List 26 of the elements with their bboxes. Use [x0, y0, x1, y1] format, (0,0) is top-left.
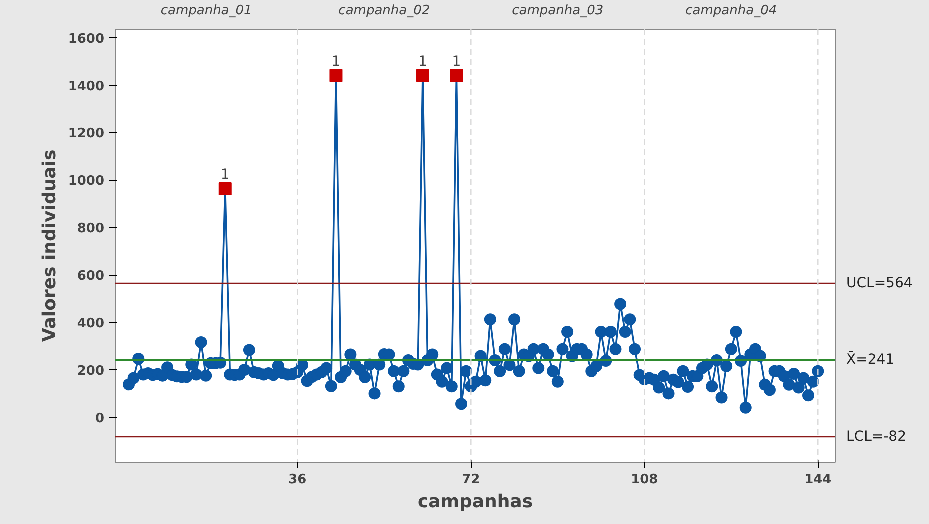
x-tick-label: 144: [804, 472, 832, 488]
x-tick-label: 36: [288, 472, 307, 488]
y-axis-title: Valores individuais: [39, 150, 60, 342]
x-tick-label: 108: [631, 472, 658, 488]
x-tick-label: 72: [462, 472, 480, 488]
annotation: 1: [332, 54, 341, 70]
y-tick-label: 0: [95, 411, 104, 426]
ref-line-label: LCL=-82: [846, 428, 906, 445]
annotation: 1: [452, 54, 462, 70]
x-axis-title: campanhas: [418, 492, 534, 512]
text: campanha_03: [512, 4, 604, 18]
y-tick-label: 1400: [68, 79, 105, 94]
y-tick-label: 200: [77, 364, 105, 379]
ref-line-label: X̄=241: [846, 350, 895, 368]
y-tick-label: 1600: [68, 32, 105, 47]
ref-line-label: UCL=564: [846, 276, 913, 292]
y-tick-label: 1200: [68, 126, 105, 142]
annotation: 1: [220, 166, 230, 183]
annotation: 1: [418, 54, 428, 70]
y-tick-label: 1000: [68, 174, 105, 190]
text: campanha_01: [160, 4, 252, 18]
text: campanha_04: [686, 4, 778, 18]
text: campanha_02: [338, 4, 430, 18]
y-tick-label: 800: [77, 222, 105, 237]
y-tick-label: 400: [77, 316, 105, 332]
y-tick-label: 600: [77, 269, 105, 284]
